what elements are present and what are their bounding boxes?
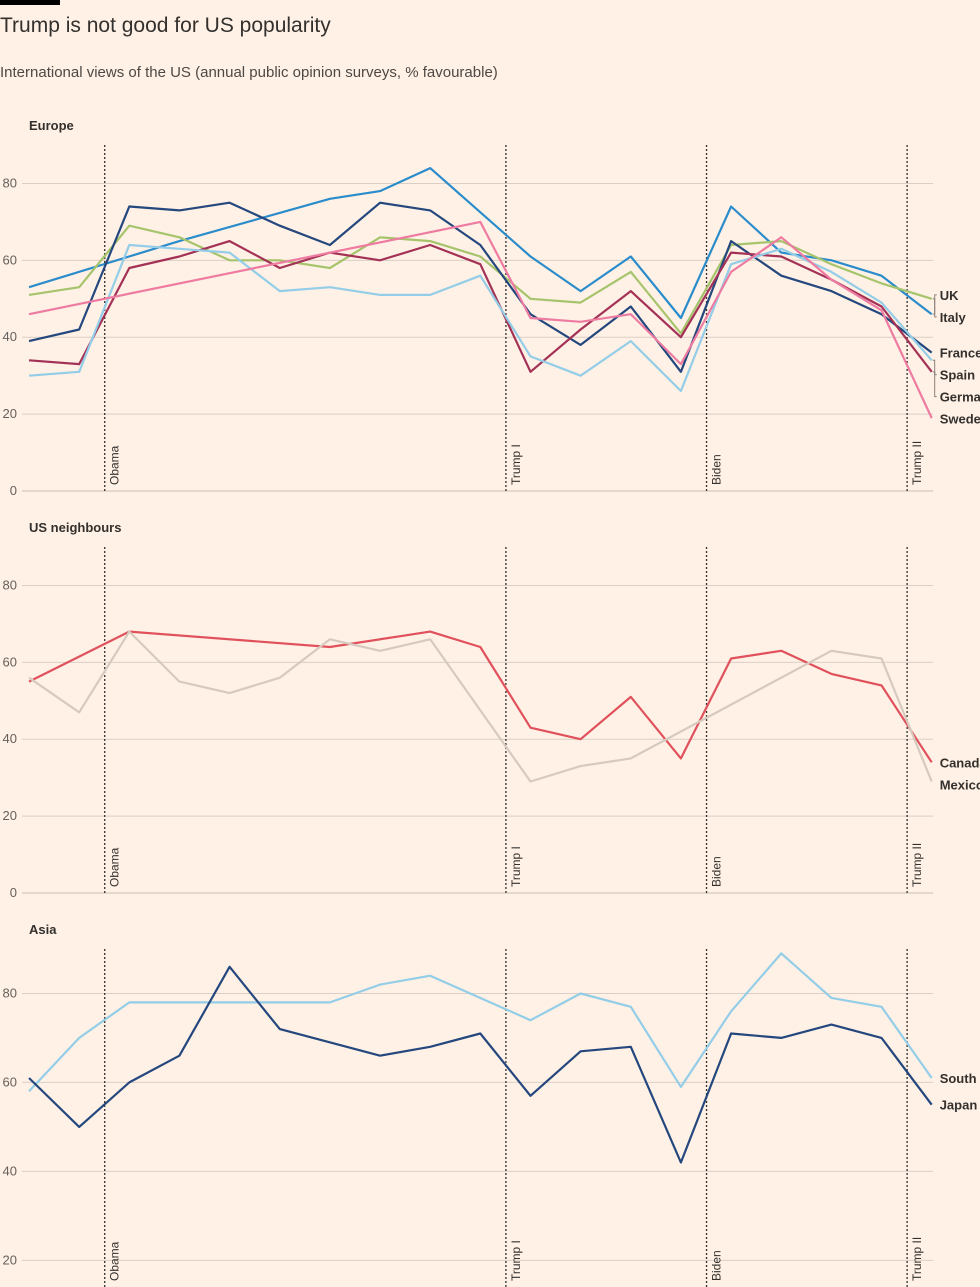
era-label-obama: Obama xyxy=(108,847,122,887)
brand-bar xyxy=(0,0,60,5)
era-label-trump-i: Trump I xyxy=(509,846,523,887)
era-label-obama: Obama xyxy=(108,1241,122,1281)
y-tick-label: 60 xyxy=(3,654,17,669)
y-tick-label: 20 xyxy=(3,406,17,421)
series-label-spain: Spain xyxy=(940,368,975,383)
series-line-germany xyxy=(28,240,933,373)
era-label-trump-ii: Trump II xyxy=(910,843,924,887)
y-tick-label: 40 xyxy=(3,329,17,344)
y-tick-label: 0 xyxy=(10,885,17,900)
y-tick-label: 20 xyxy=(3,1252,17,1267)
era-label-trump-i: Trump I xyxy=(509,444,523,485)
panel-us-neighbours: US neighbours 0 20 40 60 80 Obama Trump I Biden T… xyxy=(3,520,980,900)
series-line-uk xyxy=(28,167,933,320)
panel-title: Asia xyxy=(29,922,57,937)
series-line-canada xyxy=(28,630,933,763)
series-line-sweden xyxy=(28,220,933,419)
chart-subtitle: International views of the US (annual pu… xyxy=(0,64,498,81)
era-label-obama: Obama xyxy=(108,445,122,485)
series-line-mexico xyxy=(28,630,933,783)
series-line-south-korea xyxy=(28,952,933,1093)
label-leader xyxy=(932,298,937,318)
y-tick-label: 40 xyxy=(3,1163,17,1178)
series-label-germany: Germany xyxy=(940,390,980,405)
y-tick-label: 80 xyxy=(3,577,17,592)
panel-title: US neighbours xyxy=(29,520,121,535)
series-line-japan xyxy=(28,965,933,1164)
y-tick-label: 60 xyxy=(3,1074,17,1089)
label-leader xyxy=(932,359,937,376)
series-label-italy: Italy xyxy=(940,310,967,325)
label-leader xyxy=(932,371,937,398)
series-label-south-korea: South Korea xyxy=(940,1071,980,1086)
era-label-trump-ii: Trump II xyxy=(910,441,924,485)
series-label-japan: Japan xyxy=(940,1098,978,1113)
era-label-biden: Biden xyxy=(710,856,724,887)
series-label-france: France xyxy=(940,346,980,361)
era-label-trump-ii: Trump II xyxy=(910,1237,924,1281)
panel-asia: Asia 20 40 60 80 Obama Trump I Biden Trump II Sou… xyxy=(3,922,980,1287)
y-tick-label: 60 xyxy=(3,252,17,267)
era-label-biden: Biden xyxy=(710,1250,724,1281)
panel-title: Europe xyxy=(29,118,74,133)
series-label-sweden: Sweden xyxy=(940,412,980,427)
y-tick-label: 80 xyxy=(3,175,17,190)
y-tick-label: 20 xyxy=(3,808,17,823)
y-tick-label: 40 xyxy=(3,731,17,746)
series-line-france xyxy=(28,201,933,373)
series-line-spain xyxy=(28,243,933,393)
series-line-italy xyxy=(28,224,933,335)
series-label-uk: UK xyxy=(940,288,959,303)
series-label-canada: Canada xyxy=(940,755,980,770)
era-label-biden: Biden xyxy=(710,454,724,485)
series-label-mexico: Mexico xyxy=(940,777,980,792)
y-tick-label: 80 xyxy=(3,985,17,1000)
panel-europe: Europe 0 20 40 60 80 Obama Trump I Biden Trump II… xyxy=(3,118,980,498)
y-tick-label: 0 xyxy=(10,483,17,498)
era-label-trump-i: Trump I xyxy=(509,1240,523,1281)
chart-title: Trump is not good for US popularity xyxy=(0,14,331,37)
